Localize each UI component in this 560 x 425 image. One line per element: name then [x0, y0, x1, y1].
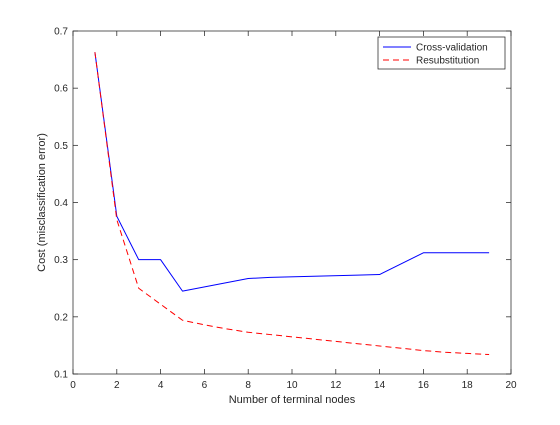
x-tick-label: 20 — [505, 380, 517, 391]
x-tick-label: 12 — [330, 380, 342, 391]
x-tick-label: 14 — [374, 380, 386, 391]
legend-box — [377, 36, 506, 70]
y-axis-label: Cost (misclassification error) — [36, 133, 48, 272]
y-tick-label: 0.2 — [54, 312, 68, 323]
x-tick-label: 8 — [245, 380, 251, 391]
x-axis-label: Number of terminal nodes — [229, 394, 356, 406]
x-tick-label: 4 — [158, 380, 164, 391]
x-tick-label: 18 — [462, 380, 474, 391]
legend: Cross-validation Resubstitution — [377, 36, 506, 70]
x-tick-label: 6 — [202, 380, 208, 391]
plot-area — [73, 31, 511, 374]
series-layer — [94, 52, 490, 356]
y-tick-label: 0.3 — [54, 255, 68, 266]
legend-label-cross-validation: Cross-validation — [416, 43, 488, 54]
series-line-cross-validation — [94, 52, 490, 292]
x-tick-label: 10 — [286, 380, 298, 391]
y-tick-label: 0.4 — [54, 198, 68, 209]
y-tick-label: 0.5 — [54, 141, 68, 152]
y-tick-label: 0.1 — [54, 370, 68, 381]
x-tick-label: 2 — [114, 380, 120, 391]
legend-label-resubstitution: Resubstitution — [416, 56, 479, 67]
x-tick-label: 0 — [70, 380, 76, 391]
y-tick-label: 0.6 — [54, 84, 68, 95]
y-tick-label: 0.7 — [54, 27, 68, 38]
plot-background — [73, 31, 511, 374]
axes-layer: 0 2 4 6 8 10 12 14 16 18 20 0.1 0.2 0.3 0.4 0.5 0.6 0.7 — [54, 27, 517, 392]
x-tick-label: 16 — [418, 380, 430, 391]
